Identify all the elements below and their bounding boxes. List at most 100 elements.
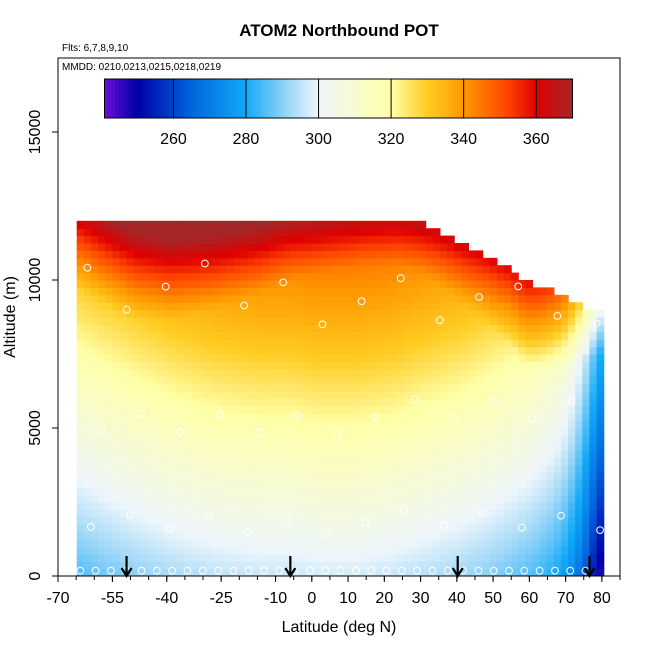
heatmap-cell [276, 317, 284, 325]
heatmap-cell [304, 294, 313, 303]
heatmap-cell [268, 376, 277, 385]
heatmap-cell [489, 317, 498, 325]
heatmap-cell [382, 553, 391, 562]
heatmap-cell [411, 405, 420, 414]
colorbar-swatch [342, 79, 347, 118]
heatmap-cell [390, 220, 398, 229]
heatmap-cell [276, 272, 284, 281]
heatmap-cell [382, 243, 391, 251]
heatmap-cell [454, 435, 462, 444]
heatmap-cell [482, 257, 491, 266]
heatmap-cell [212, 442, 220, 451]
heatmap-cell [333, 568, 341, 576]
heatmap-cell [361, 531, 370, 540]
heatmap-cell [105, 280, 113, 288]
heatmap-cell [254, 280, 263, 288]
colorbar-swatch [126, 79, 131, 118]
heatmap-cell [212, 405, 220, 414]
heatmap-cell [375, 228, 384, 237]
heatmap-cell [382, 376, 391, 385]
heatmap-cell [197, 346, 206, 355]
heatmap-cell [126, 257, 135, 266]
heatmap-cell [190, 354, 199, 362]
heatmap-cell [318, 376, 327, 385]
heatmap-cell [482, 265, 491, 274]
heatmap-cell [247, 354, 256, 362]
colorbar-swatch [201, 79, 206, 118]
x-axis: -70 -55 -40 -25 -10 0 10 20 30 40 50 60 70 80 [46, 576, 621, 607]
heatmap-cell [297, 413, 306, 422]
heatmap-cell [525, 531, 534, 540]
heatmap-cell [133, 442, 142, 451]
heatmap-cell [532, 405, 541, 414]
heatmap-cell [511, 457, 519, 466]
heatmap-cell [589, 376, 598, 385]
heatmap-cell [254, 479, 263, 488]
heatmap-cell [226, 376, 234, 385]
heatmap-cell [489, 265, 498, 274]
chart-title: ATOM2 Northbound POT [239, 21, 439, 40]
heatmap-cell [219, 435, 227, 444]
heatmap-cell [311, 272, 320, 281]
heatmap-cell [589, 553, 598, 562]
heatmap-cell [504, 383, 512, 392]
heatmap-cell [489, 309, 498, 318]
heatmap-cell [461, 561, 469, 570]
colorbar-swatch [111, 79, 116, 118]
heatmap-cell [397, 324, 405, 333]
heatmap-cell [233, 257, 242, 266]
heatmap-cell [596, 509, 605, 518]
heatmap-cell [511, 435, 519, 444]
heatmap-cell [247, 331, 256, 340]
heatmap-cell [147, 331, 156, 340]
heatmap-cell [368, 568, 377, 576]
heatmap-cell [112, 561, 121, 570]
heatmap-cell [147, 398, 156, 407]
heatmap-cell [83, 265, 92, 274]
heatmap-cell [390, 280, 398, 288]
heatmap-cell [340, 428, 348, 436]
colorbar-tick-label: 360 [523, 131, 550, 148]
heatmap-cell [368, 391, 377, 399]
heatmap-cell [439, 553, 448, 562]
heatmap-cell [532, 435, 541, 444]
heatmap-cell [482, 539, 491, 547]
heatmap-cell [575, 324, 583, 333]
heatmap-cell [382, 539, 391, 547]
heatmap-cell [439, 494, 448, 503]
heatmap-cell [90, 553, 99, 562]
heatmap-cell [183, 309, 192, 318]
heatmap-cell [283, 472, 291, 481]
heatmap-cell [155, 561, 163, 570]
heatmap-cell [325, 354, 334, 362]
heatmap-cell [390, 435, 398, 444]
heatmap-cell [432, 494, 441, 503]
heatmap-cell [518, 553, 526, 562]
heatmap-cell [468, 346, 477, 355]
heatmap-cell [126, 494, 135, 503]
colorbar-swatch [169, 79, 174, 118]
observation-point [161, 282, 170, 291]
heatmap-cell [546, 413, 555, 422]
heatmap-cell [347, 450, 356, 459]
heatmap-cell [361, 361, 370, 370]
heatmap-cell [318, 346, 327, 355]
colorbar-swatch [421, 79, 426, 118]
heatmap-cell [375, 287, 384, 296]
heatmap-cell [155, 339, 163, 348]
heatmap-cell [83, 413, 92, 422]
heatmap-cell [90, 420, 99, 429]
heatmap-cell [247, 265, 256, 274]
heatmap-cell [432, 294, 441, 303]
heatmap-cell [318, 228, 327, 237]
heatmap-cell [439, 442, 448, 451]
colorbar-swatch [478, 79, 483, 118]
heatmap-cell [525, 539, 534, 547]
heatmap-cell [311, 524, 320, 533]
heatmap-cell [333, 302, 341, 311]
heatmap-cell [290, 428, 299, 436]
heatmap-cell [261, 235, 270, 244]
heatmap-cell [354, 361, 363, 370]
heatmap-cell [461, 435, 469, 444]
heatmap-cell [318, 435, 327, 444]
